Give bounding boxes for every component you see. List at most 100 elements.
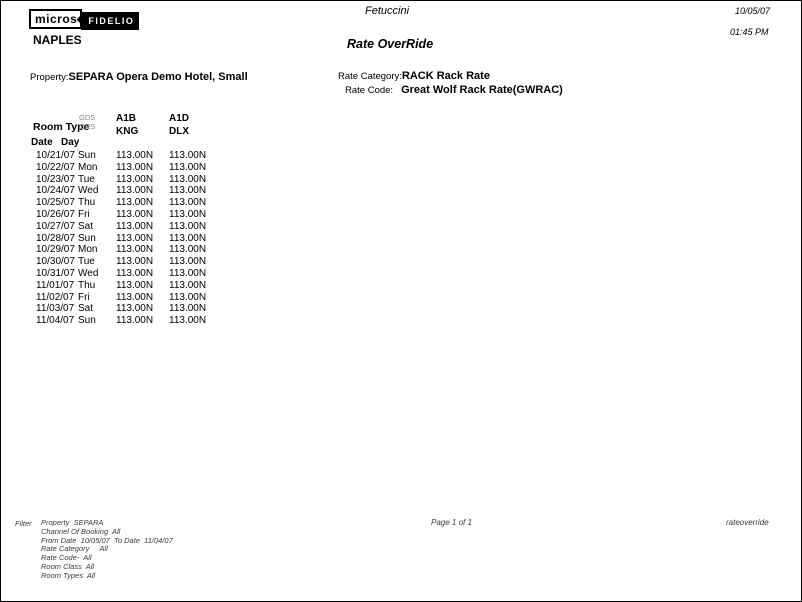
row-date: 10/31/07 xyxy=(36,267,75,279)
row-date: 10/22/07 xyxy=(36,161,75,173)
filter-line-room-types: Room Types All xyxy=(41,570,96,580)
row-rate-a1d: 113.00N xyxy=(169,150,207,161)
row-rate-a1d: 113.00N xyxy=(169,232,207,244)
row-date: 10/24/07 xyxy=(36,185,75,197)
row-date: 10/21/07 xyxy=(36,150,75,161)
row-rate-a1b: 113.00N xyxy=(116,291,154,303)
property-label: Property: xyxy=(30,72,69,83)
rate-category-line: Rate Category: RACK Rack Rate xyxy=(338,70,490,82)
report-title: Rate OverRide xyxy=(347,37,434,51)
row-day: Wed xyxy=(78,185,99,197)
row-date: 11/04/07 xyxy=(36,315,75,327)
filter-line-rate-category: Rate Category All xyxy=(41,544,108,554)
table-row: 10/28/07 Sun 113.00N 113.00N xyxy=(1,232,801,245)
row-rate-a1b: 113.00N xyxy=(116,303,154,315)
rate-code-label: Rate Code: xyxy=(345,85,394,96)
row-date: 11/03/07 xyxy=(36,303,75,315)
channel-ors-label: ORS xyxy=(79,122,96,131)
row-rate-a1b: 113.00N xyxy=(116,256,154,268)
row-day: Sun xyxy=(78,150,96,161)
table-row: 11/04/07 Sun 113.00N 113.00N xyxy=(1,315,801,327)
row-rate-a1b: 113.00N xyxy=(116,185,154,197)
property-value: SEPARA Opera Demo Hotel, Small xyxy=(68,71,248,83)
room-code-a1b: A1B xyxy=(116,113,137,124)
filter-line-room-class: Room Class All xyxy=(41,561,95,571)
room-code-a1d: A1D xyxy=(169,113,190,124)
row-rate-a1d: 113.00N xyxy=(169,208,207,220)
row-rate-a1b: 113.00N xyxy=(116,315,154,327)
row-date: 10/27/07 xyxy=(36,220,75,232)
print-time: 01:45 PM xyxy=(730,27,769,37)
row-rate-a1b: 113.00N xyxy=(116,161,154,173)
row-day: Sat xyxy=(78,220,94,232)
row-rate-a1b: 113.00N xyxy=(116,244,154,256)
row-date: 11/01/07 xyxy=(36,279,75,291)
room-abbr-dlx: DLX xyxy=(169,125,189,137)
table-row: 10/21/07 Sun 113.00N 113.00N xyxy=(1,150,801,162)
room-type-header: Room Type xyxy=(33,121,90,133)
filter-line-channel: Channel Of Booking All xyxy=(41,526,121,536)
row-date: 11/02/07 xyxy=(36,291,75,303)
channel-header: GDS ORS xyxy=(79,113,95,131)
column-header-a1b: A1B KNG xyxy=(116,113,138,138)
filter-label: Filter xyxy=(15,519,32,528)
rate-code-value: Great Wolf Rack Rate(GWRAC) xyxy=(401,84,563,96)
row-day: Tue xyxy=(78,173,95,185)
day-column-header: Day xyxy=(61,137,80,148)
table-row: 10/30/07 Tue 113.00N 113.00N xyxy=(1,256,801,268)
table-row: 10/23/07 Tue 113.00N 113.00N xyxy=(1,173,801,186)
table-row: 10/25/07 Thu 113.00N 113.00N xyxy=(1,197,801,209)
table-row: 11/01/07 Thu 113.00N 113.00N xyxy=(1,279,801,292)
row-rate-a1b: 113.00N xyxy=(116,208,154,220)
column-header-a1d: A1D DLX xyxy=(169,113,189,138)
filter-summary: Property SEPARA Channel Of Booking All F… xyxy=(41,518,173,581)
row-rate-a1b: 113.00N xyxy=(116,150,154,161)
table-row: 10/27/07 Sat 113.00N 113.00N xyxy=(1,220,801,233)
row-rate-a1d: 113.00N xyxy=(169,279,207,291)
fidelio-logo-text: FIDELIO xyxy=(81,12,140,30)
property-line: Property: SEPARA Opera Demo Hotel, Small xyxy=(30,71,248,83)
row-day: Thu xyxy=(78,197,96,209)
micros-logo-text: micros xyxy=(29,9,83,29)
table-row: 11/02/07 Fri 113.00N 113.00N xyxy=(1,291,801,304)
filter-line-property: Property SEPARA xyxy=(41,518,104,527)
row-rate-a1d: 113.00N xyxy=(169,315,207,327)
print-date: 10/05/07 xyxy=(735,6,771,16)
row-rate-a1d: 113.00N xyxy=(169,220,207,232)
row-rate-a1d: 113.00N xyxy=(169,256,207,268)
table-row: 10/24/07 Wed 113.00N 113.00N xyxy=(1,185,801,197)
row-day: Mon xyxy=(78,161,98,173)
row-date: 10/23/07 xyxy=(36,173,75,185)
page-number: Page 1 of 1 xyxy=(431,518,472,527)
row-rate-a1d: 113.00N xyxy=(169,173,207,185)
row-day: Sun xyxy=(78,232,96,244)
table-row: 11/03/07 Sat 113.00N 113.00N xyxy=(1,303,801,315)
report-id: rateoverride xyxy=(726,518,769,527)
rate-code-line: Rate Code: Great Wolf Rack Rate(GWRAC) xyxy=(345,84,563,96)
row-day: Fri xyxy=(78,208,90,220)
row-date: 10/28/07 xyxy=(36,232,75,244)
row-date: 10/25/07 xyxy=(36,197,75,209)
hotel-name: NAPLES xyxy=(33,33,82,47)
row-rate-a1d: 113.00N xyxy=(169,267,207,279)
room-abbr-kng: KNG xyxy=(116,125,139,137)
channel-gds-label: GDS xyxy=(79,113,96,122)
row-rate-a1b: 113.00N xyxy=(116,267,154,279)
table-row: 10/22/07 Mon 113.00N 113.00N xyxy=(1,161,801,174)
row-rate-a1d: 113.00N xyxy=(169,185,207,197)
row-rate-a1d: 113.00N xyxy=(169,161,207,173)
row-rate-a1b: 113.00N xyxy=(116,232,154,244)
row-rate-a1b: 113.00N xyxy=(116,220,154,232)
row-day: Sun xyxy=(78,315,96,327)
micros-fidelio-logo: micros FIDELIO xyxy=(29,9,140,30)
row-rate-a1b: 113.00N xyxy=(116,279,154,291)
rate-category-label: Rate Category: xyxy=(338,71,402,82)
row-day: Thu xyxy=(78,279,96,291)
row-day: Fri xyxy=(78,291,90,303)
row-rate-a1d: 113.00N xyxy=(169,197,207,209)
rate-table-body: 10/21/07 Sun 113.00N 113.00N 10/22/07 Mon 113… xyxy=(1,150,801,327)
row-rate-a1d: 113.00N xyxy=(169,244,207,256)
row-rate-a1d: 113.00N xyxy=(169,303,207,315)
table-row: 10/26/07 Fri 113.00N 113.00N xyxy=(1,208,801,221)
table-row: 10/29/07 Mon 113.00N 113.00N xyxy=(1,244,801,256)
